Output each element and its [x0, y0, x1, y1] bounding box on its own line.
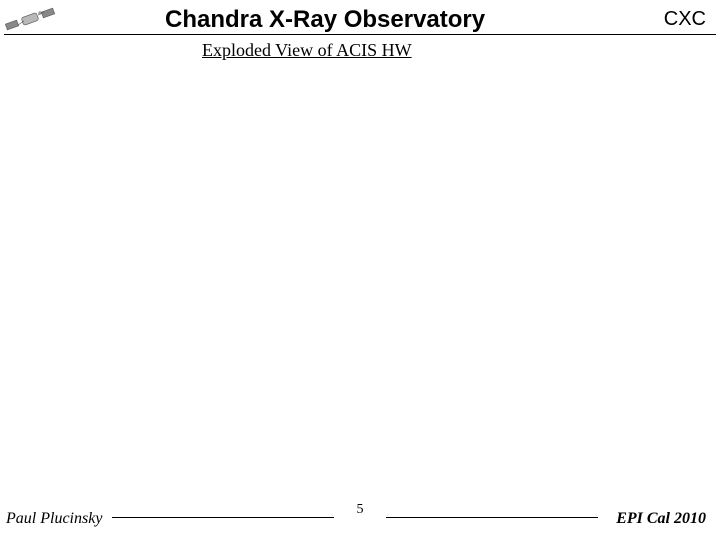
page-title: Chandra X-Ray Observatory — [165, 6, 485, 34]
slide-root: Chandra X-Ray Observatory CXC Exploded V… — [0, 0, 720, 540]
header-right-label: CXC — [664, 8, 706, 31]
header-rule — [4, 34, 716, 35]
footer-rule-left — [112, 517, 334, 518]
header-row: Chandra X-Ray Observatory — [0, 4, 720, 34]
footer: 5 Paul Plucinsky EPI Cal 2010 — [0, 504, 720, 530]
satellite-icon — [0, 4, 60, 34]
footer-rule-right — [386, 517, 598, 518]
footer-event: EPI Cal 2010 — [616, 510, 706, 528]
slide-subtitle: Exploded View of ACIS HW — [202, 40, 412, 61]
page-number: 5 — [357, 502, 364, 518]
footer-author: Paul Plucinsky — [6, 510, 102, 528]
